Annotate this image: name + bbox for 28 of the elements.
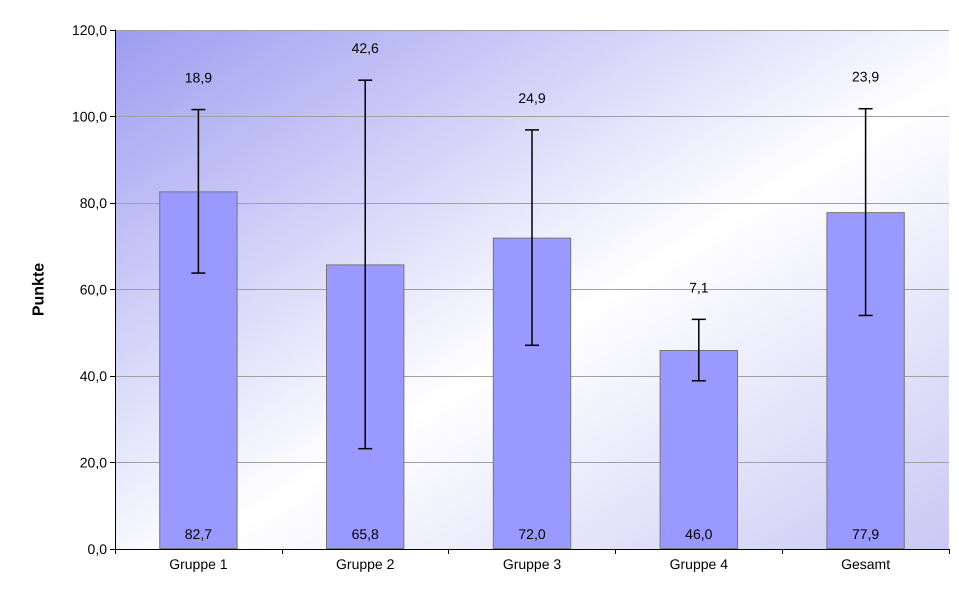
annotation: 7,1 — [689, 279, 709, 296]
data-label: 82,7 — [184, 526, 212, 542]
annotation: 24,9 — [518, 90, 546, 106]
data-label: 46,0 — [685, 526, 713, 542]
y-tick-label: 120,0 — [72, 22, 108, 38]
y-axis-title: Punkte — [30, 262, 48, 316]
y-tick-label: 60,0 — [80, 282, 108, 298]
y-tick-label: 20,0 — [80, 454, 108, 470]
y-tick-label: 80,0 — [80, 195, 108, 211]
annotation: 23,9 — [852, 68, 880, 85]
x-tick-label: Gesamt — [841, 556, 890, 572]
bar — [492, 238, 572, 549]
bar — [826, 212, 905, 549]
bar — [326, 264, 404, 549]
x-tick-label: Gruppe 1 — [169, 556, 228, 572]
y-tick-label: 100,0 — [72, 108, 108, 124]
x-tick-label: Gruppe 2 — [336, 556, 395, 572]
x-tick-label: Gruppe 4 — [670, 556, 728, 572]
x-tick-label: Gruppe 3 — [502, 556, 562, 572]
data-label: 77,9 — [852, 526, 880, 542]
y-tick-label: 40,0 — [80, 368, 108, 384]
data-label: 65,8 — [352, 526, 380, 542]
data-label: 72,0 — [518, 526, 546, 542]
annotation: 18,9 — [184, 70, 212, 86]
annotation: 42,6 — [352, 40, 380, 56]
bar — [660, 350, 738, 549]
bar — [159, 191, 238, 549]
y-tick-label: 0,0 — [88, 541, 108, 557]
